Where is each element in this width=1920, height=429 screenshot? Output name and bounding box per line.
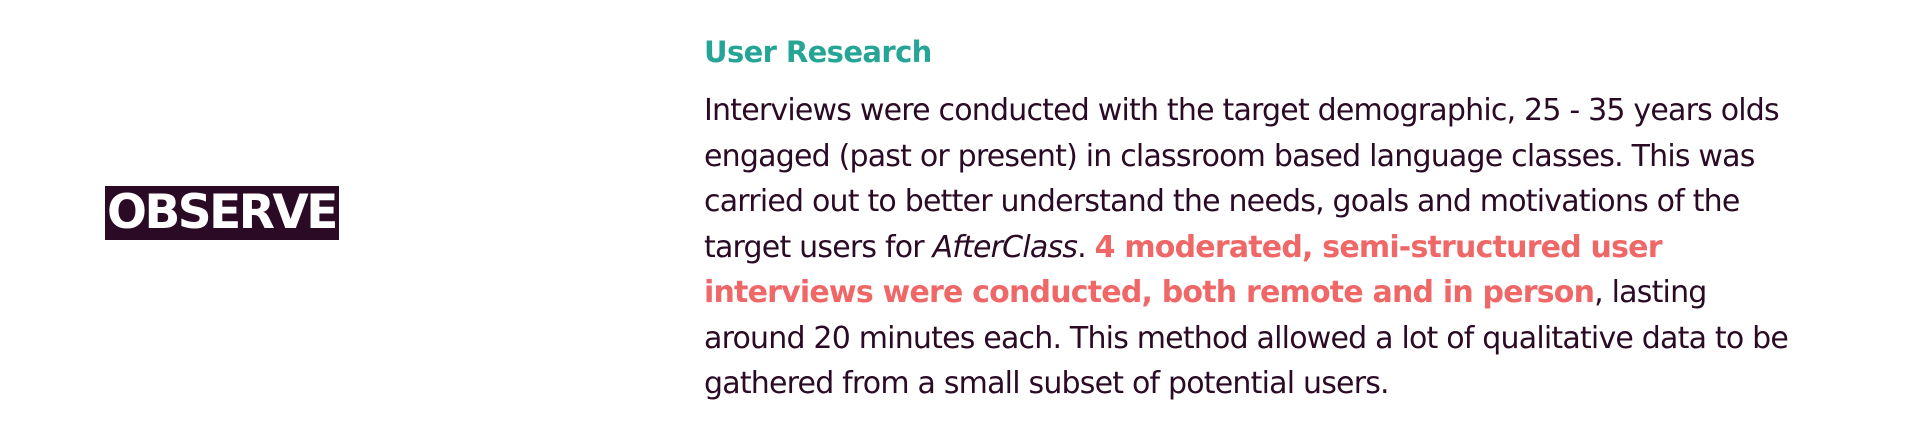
paragraph-conclusion-text: , lasting around 20 minutes each. This m… (704, 275, 1789, 401)
interviews-highlight: 4 moderated, semi-structured user interv… (704, 229, 1663, 311)
user-research-paragraph: Interviews were conducted with the targe… (704, 88, 1814, 407)
paragraph-intro-text: Interviews were conducted with the targe… (704, 93, 1780, 265)
section-title-observe: OBSERVE (105, 186, 339, 240)
user-research-heading: User Research (704, 35, 932, 69)
product-name: AfterClass (932, 229, 1078, 265)
user-research-section: User Research Interviews were conducted … (704, 28, 1814, 407)
paragraph-separator: . (1077, 229, 1095, 265)
